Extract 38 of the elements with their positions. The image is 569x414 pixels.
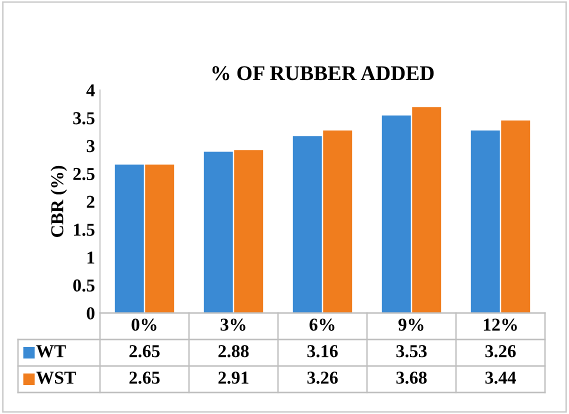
data-label: 3.26 bbox=[307, 372, 338, 384]
y-tick-label: 0.5 bbox=[73, 279, 94, 292]
legend-label: WST bbox=[36, 372, 76, 384]
bar bbox=[501, 120, 530, 313]
x-tick-label: 0% bbox=[132, 318, 156, 331]
chart-title: % OF RUBBER ADDED bbox=[212, 66, 434, 80]
data-label: 3.44 bbox=[485, 372, 516, 384]
x-tick-label: 9% bbox=[398, 318, 424, 331]
data-label: 2.88 bbox=[218, 345, 249, 358]
y-tick-label: 3 bbox=[86, 140, 95, 152]
y-tick-label: 4 bbox=[86, 84, 95, 96]
x-tick-label: 12% bbox=[484, 318, 517, 331]
bar bbox=[323, 130, 352, 313]
y-tick-label: 1.5 bbox=[74, 224, 94, 236]
bar bbox=[204, 152, 233, 313]
bar bbox=[234, 150, 264, 313]
data-label: 3.16 bbox=[307, 345, 338, 358]
y-tick-label: 2.5 bbox=[73, 168, 94, 180]
y-tick-label: 0 bbox=[86, 307, 94, 320]
bar bbox=[412, 107, 442, 313]
bar bbox=[382, 116, 411, 313]
data-label: 3.68 bbox=[396, 372, 427, 384]
bar bbox=[145, 164, 174, 313]
data-label: 2.65 bbox=[129, 372, 160, 384]
bar bbox=[292, 136, 322, 313]
y-tick-label: 3.5 bbox=[73, 112, 94, 124]
data-label: 3.53 bbox=[396, 345, 427, 358]
legend-label: WT bbox=[36, 345, 66, 358]
data-label: 2.91 bbox=[218, 372, 248, 384]
bar bbox=[470, 130, 500, 313]
data-label: 2.65 bbox=[129, 345, 160, 358]
data-label: 3.26 bbox=[485, 345, 516, 358]
y-axis-title: CBR (%) bbox=[50, 166, 68, 237]
y-tick-label: 2 bbox=[86, 196, 94, 208]
x-tick-label: 6% bbox=[310, 318, 334, 331]
x-tick-label: 3% bbox=[220, 318, 246, 331]
bar bbox=[114, 164, 144, 313]
y-tick-label: 1 bbox=[88, 252, 94, 264]
